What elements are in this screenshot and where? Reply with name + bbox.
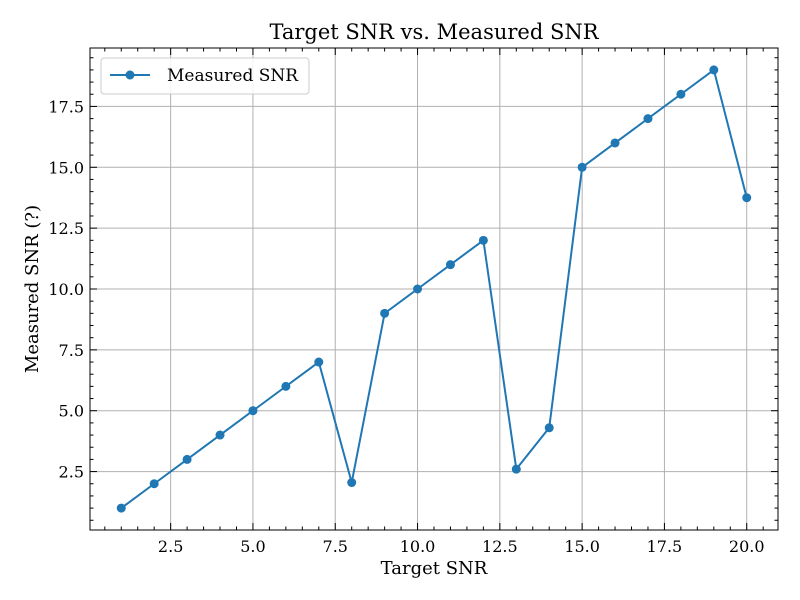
data-point [478,235,488,245]
y-tick-label: 15.0 [48,158,84,177]
y-tick-label: 5.0 [59,402,84,421]
data-point [577,162,587,172]
y-tick-label: 10.0 [48,280,84,299]
data-point [149,479,159,489]
data-point [182,454,192,464]
data-point [380,308,390,318]
legend-series-label: Measured SNR [167,66,299,86]
data-point [347,478,357,488]
data-point [445,260,455,270]
y-tick-label: 7.5 [59,341,84,360]
axis-ticks [90,48,778,530]
data-point [281,381,291,391]
x-tick-label: 12.5 [482,537,518,556]
legend-series-marker [125,70,135,80]
y-tick-label: 17.5 [48,97,84,116]
x-tick-label: 5.0 [240,537,265,556]
data-point [709,65,719,75]
series-line [120,68,748,509]
x-axis-title: Target SNR [381,558,488,579]
data-point [511,464,521,474]
data-point [413,284,423,294]
data-point [610,138,620,148]
grid-lines [90,48,778,530]
y-axis-title: Measured SNR (?) [22,205,43,373]
x-tick-label: 20.0 [729,537,765,556]
y-tick-label: 12.5 [48,219,84,238]
x-tick-label: 17.5 [647,537,683,556]
y-tick-label: 2.5 [59,463,84,482]
x-tick-labels: 2.5 5.0 7.5 10.0 12.5 15.0 17.5 20.0 [158,537,765,556]
legend: Measured SNR [100,57,310,95]
y-tick-labels: 2.5 5.0 7.5 10.0 12.5 15.0 17.5 [48,97,84,481]
data-point [248,406,258,416]
x-tick-label: 10.0 [400,537,436,556]
series-layer [116,65,752,513]
data-point [643,114,653,124]
data-point [676,89,686,99]
data-point [544,423,554,433]
data-point [116,503,126,513]
x-tick-label: 7.5 [323,537,348,556]
plot-frame [89,47,779,531]
data-point [742,193,752,203]
data-point [314,357,324,367]
data-point [215,430,225,440]
x-tick-label: 2.5 [158,537,183,556]
legend-box [100,57,310,95]
x-tick-label: 15.0 [564,537,600,556]
chart-title: Target SNR vs. Measured SNR [269,20,599,44]
